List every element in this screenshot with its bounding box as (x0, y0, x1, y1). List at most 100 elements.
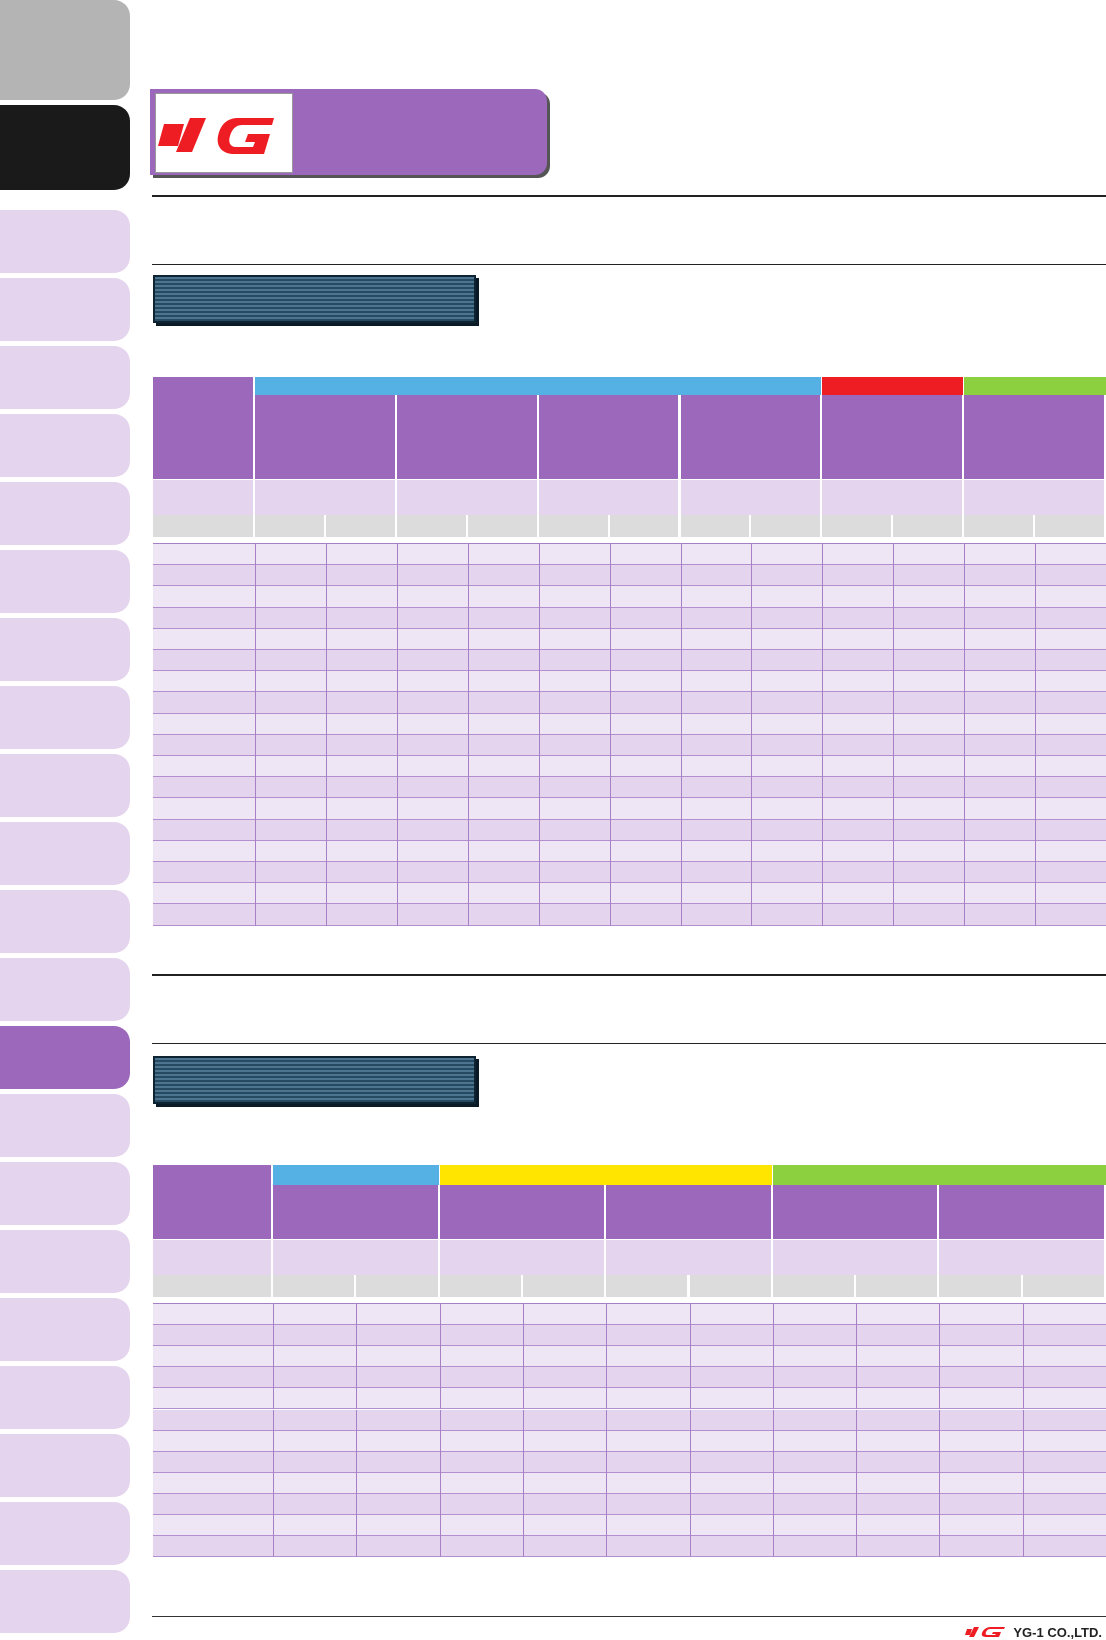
sidebar-tab[interactable] (0, 890, 130, 953)
table-data-top-rule (153, 543, 1106, 544)
table-cell (273, 1388, 356, 1410)
sidebar-tab[interactable] (0, 105, 130, 190)
sidebar-tab[interactable] (0, 822, 130, 885)
table-cell (822, 586, 893, 608)
table-cell (396, 650, 468, 672)
table-cell (856, 1388, 939, 1410)
sidebar-tab[interactable] (0, 482, 130, 545)
table-cell (325, 883, 397, 905)
table-cell (325, 734, 397, 756)
sidebar-tab[interactable] (0, 210, 130, 273)
sidebar-tab[interactable] (0, 1298, 130, 1361)
table-cell (680, 586, 752, 608)
table-row (153, 883, 1106, 905)
table-cell (609, 734, 681, 756)
product-subheader (439, 1239, 605, 1275)
table-cell (964, 544, 1035, 566)
sidebar-tab[interactable] (0, 1094, 130, 1157)
sidebar-tab[interactable] (0, 1434, 130, 1497)
sidebar-tab[interactable] (0, 414, 130, 477)
table-cell (856, 1367, 939, 1389)
sidebar-tab[interactable] (0, 1366, 130, 1429)
table-cell (1022, 1451, 1106, 1473)
table-cell (467, 883, 539, 905)
table-cell (893, 840, 964, 862)
table-cell (1022, 1388, 1106, 1410)
table-cell (1035, 904, 1106, 926)
table-cell (939, 1493, 1022, 1515)
sidebar-tab[interactable] (0, 1502, 130, 1565)
sidebar-tab[interactable] (0, 618, 130, 681)
sidebar-tab[interactable] (0, 1570, 130, 1633)
table-cell (522, 1325, 606, 1347)
table-cell (893, 819, 964, 841)
table-cell (538, 692, 610, 714)
table-cell (356, 1346, 439, 1368)
table-cell (396, 798, 468, 820)
unit-subcolumn-header (1035, 515, 1105, 537)
table-cell (255, 883, 326, 905)
table-cell (325, 628, 397, 650)
table-cell (325, 650, 397, 672)
table-cell (467, 671, 539, 693)
section2-title-banner (153, 1056, 476, 1104)
sidebar-tab[interactable] (0, 346, 130, 409)
table-cell (255, 544, 326, 566)
sidebar-tab[interactable] (0, 550, 130, 613)
sidebar-tab[interactable] (0, 1026, 130, 1089)
table-cell (751, 607, 822, 629)
table-cell (273, 1409, 356, 1431)
table-row (153, 756, 1106, 778)
table-cell (396, 904, 468, 926)
table-cell (538, 734, 610, 756)
table-cell (939, 1346, 1022, 1368)
table-row (153, 628, 1106, 650)
table-cell (751, 819, 822, 841)
table-cell (939, 1388, 1022, 1410)
sidebar-tab[interactable] (0, 278, 130, 341)
table-cell (606, 1346, 689, 1368)
table-cell (751, 671, 822, 693)
table-cell (939, 1409, 1022, 1431)
table-data-top-rule (153, 1303, 1106, 1304)
label-unit-row (153, 1275, 271, 1297)
table-cell (439, 1346, 523, 1368)
table-cell (538, 671, 610, 693)
sidebar-tab[interactable] (0, 686, 130, 749)
unit-subcolumn-header (689, 1275, 772, 1297)
table-row (153, 798, 1106, 820)
table-cell (273, 1536, 356, 1558)
table-cell (964, 734, 1035, 756)
table-cell (689, 1409, 773, 1431)
table-cell (356, 1388, 439, 1410)
table-cell (325, 777, 397, 799)
product-subheader (964, 479, 1104, 515)
table-cell (772, 1430, 856, 1452)
table-cell (1022, 1409, 1106, 1431)
table-cell (751, 544, 822, 566)
sidebar-tab[interactable] (0, 1162, 130, 1225)
table-cell (822, 692, 893, 714)
sidebar-tab[interactable] (0, 754, 130, 817)
table-cell (273, 1472, 356, 1494)
product-column-header (273, 1185, 438, 1239)
sidebar-tab[interactable] (0, 958, 130, 1021)
table-cell (522, 1304, 606, 1326)
table-cell (255, 840, 326, 862)
table-cell (255, 862, 326, 884)
footer-yg-logo-icon (965, 1627, 1006, 1637)
table-cell (522, 1346, 606, 1368)
table-cell (772, 1388, 856, 1410)
table-cell (325, 819, 397, 841)
table-cell (856, 1325, 939, 1347)
table-cell (538, 777, 610, 799)
product-column-header (680, 395, 821, 479)
group-header-bar (255, 377, 822, 395)
table-cell (822, 798, 893, 820)
table-cell (467, 904, 539, 926)
table-cell (893, 586, 964, 608)
sidebar-tab[interactable] (0, 1230, 130, 1293)
table-cell (772, 1472, 856, 1494)
yg-logo-icon: YG (158, 118, 274, 154)
sidebar-tab-top[interactable] (0, 0, 130, 100)
